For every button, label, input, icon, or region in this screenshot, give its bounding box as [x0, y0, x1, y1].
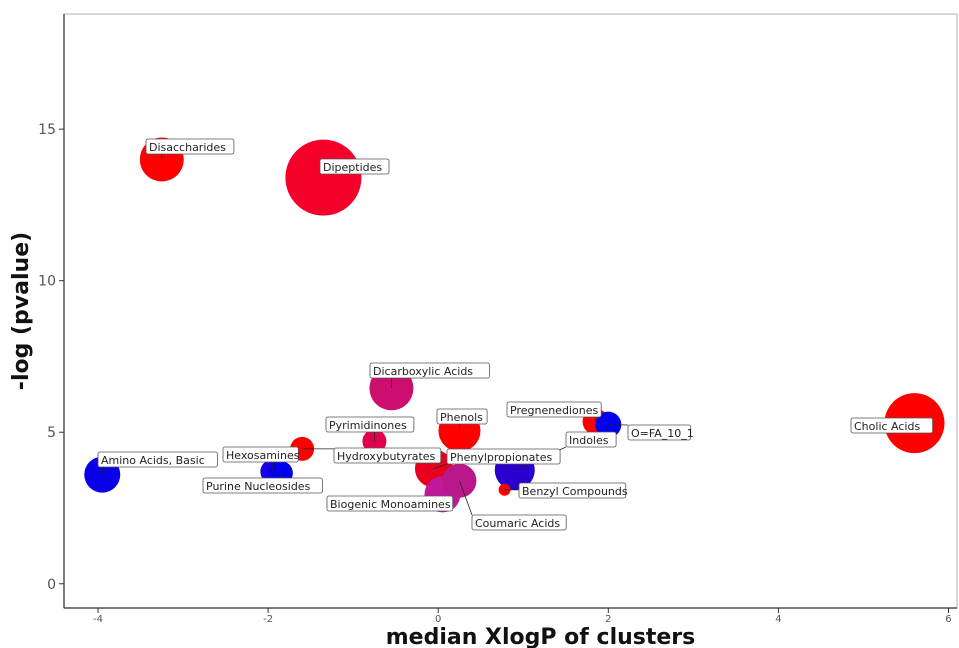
label-biogenic-monoamines: Biogenic Monoamines	[326, 495, 454, 512]
bubble-label-text: Pyrimidinones	[329, 419, 407, 432]
bubble-label-box	[145, 138, 235, 155]
bubble-label-box	[471, 514, 567, 531]
label-benzyl-compounds: Benzyl Compounds	[518, 482, 628, 499]
bubble-label-box	[97, 451, 218, 468]
bubble-label-text: Dipeptides	[323, 161, 382, 174]
bubble-label-box	[436, 408, 488, 425]
bubble-label-text: Biogenic Monoamines	[330, 498, 451, 511]
leader-line	[459, 480, 473, 516]
y-tick-label: 15	[38, 122, 56, 138]
y-tick-label: 5	[47, 425, 56, 441]
bubble-label-text: Purine Nucleosides	[206, 480, 311, 493]
y-tick-label: 10	[38, 274, 56, 290]
label-phenols: Phenols	[436, 408, 488, 425]
label-purine-nucleosides: Purine Nucleosides	[202, 477, 323, 494]
x-tick-label: 6	[945, 614, 951, 625]
label-dipeptides: Dipeptides	[319, 158, 390, 175]
bubble-label-text: Phenols	[440, 411, 483, 424]
bubble-label-box	[369, 362, 490, 379]
x-axis-title: median XlogP of clusters	[386, 625, 696, 648]
bubble-label-box	[333, 447, 442, 464]
bubble-label-box	[446, 448, 561, 465]
bubble-label-text: Coumaric Acids	[475, 517, 560, 530]
label-cholic-acids: Cholic Acids	[850, 417, 933, 434]
label-hydroxybutyrates: Hydroxybutyrates	[333, 447, 442, 464]
label-amino-acids-basic: Amino Acids, Basic	[97, 451, 218, 468]
bubble-label-text: Hexosamines	[226, 449, 300, 462]
leader-line	[433, 463, 448, 469]
label-dicarboxylic-acids: Dicarboxylic Acids	[369, 362, 490, 379]
label-indoles: Indoles	[565, 431, 617, 448]
x-tick-label: 0	[435, 614, 441, 625]
label-coumaric-acids: Coumaric Acids	[471, 514, 567, 531]
bubble-label-text: Pregnenediones	[510, 404, 598, 417]
y-tick-label: 0	[47, 577, 56, 593]
y-axis-title: -log (pvalue)	[9, 232, 34, 390]
bubble-label-text: O=FA_10_1	[631, 427, 694, 440]
label-phenylpropionates: Phenylpropionates	[446, 448, 561, 465]
x-tick-label: 4	[775, 614, 781, 625]
bubble-label-text: Benzyl Compounds	[522, 485, 628, 498]
bubble-label-box	[565, 431, 617, 448]
x-tick-label: -4	[93, 614, 103, 625]
label-pregnenediones: Pregnenediones	[506, 401, 602, 418]
bubble-label-box	[319, 158, 390, 175]
bubble-label-box	[506, 401, 602, 418]
bubble-label-box	[326, 495, 454, 512]
label-disaccharides: Disaccharides	[145, 138, 235, 155]
bubble-label-box	[518, 482, 627, 499]
label-o-fa-10-1: O=FA_10_1	[627, 424, 694, 441]
bubble-label-box	[222, 446, 299, 463]
bubble-label-text: Cholic Acids	[854, 420, 920, 433]
bubble-label-text: Indoles	[569, 434, 609, 447]
bubble-label-box	[325, 416, 415, 433]
bubble-dipeptides	[285, 139, 362, 216]
bubble-label-text: Dicarboxylic Acids	[373, 365, 473, 378]
x-tick-label: 2	[605, 614, 611, 625]
bubble-label-box	[850, 417, 933, 434]
bubble-label-box	[202, 477, 323, 494]
bubble-label-text: Disaccharides	[149, 141, 226, 154]
bubble-label-text: Hydroxybutyrates	[337, 450, 436, 463]
label-pyrimidinones: Pyrimidinones	[325, 416, 415, 433]
bubble-label-text: Amino Acids, Basic	[101, 454, 205, 467]
x-tick-label: -2	[263, 614, 273, 625]
bubble-label-text: Phenylpropionates	[450, 451, 552, 464]
label-hexosamines: Hexosamines	[222, 446, 300, 463]
bubble-label-box	[627, 424, 692, 441]
